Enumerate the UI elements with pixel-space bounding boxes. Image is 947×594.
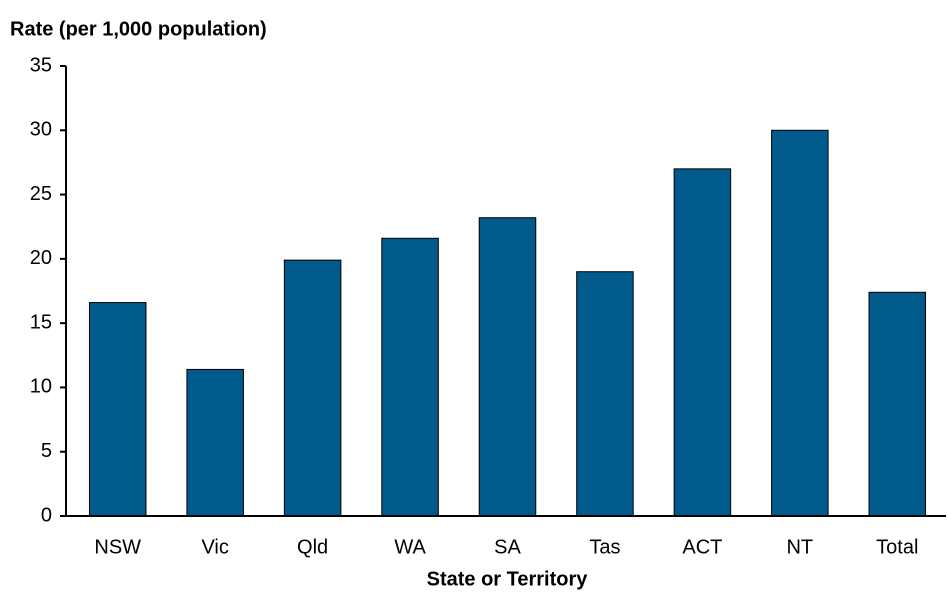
- x-tick-label: ACT: [682, 536, 722, 558]
- y-tick-label: 30: [30, 119, 52, 141]
- bar: [673, 168, 732, 517]
- bar: [478, 217, 537, 517]
- bar: [381, 237, 439, 517]
- y-tick-label: 20: [30, 247, 52, 269]
- bar: [186, 368, 244, 517]
- bar: [576, 271, 634, 517]
- y-axis-label: Rate (per 1,000 population): [10, 18, 267, 40]
- bar: [868, 291, 927, 517]
- bar: [283, 259, 342, 517]
- bar: [88, 302, 147, 517]
- y-tick-label: 5: [41, 440, 52, 462]
- x-axis-label: State or Territory: [427, 568, 589, 590]
- y-tick-label: 15: [30, 311, 52, 333]
- bar: [771, 129, 829, 517]
- x-tick-label: NT: [786, 536, 813, 558]
- x-tick-label: NSW: [94, 536, 141, 558]
- x-tick-label: SA: [494, 536, 521, 558]
- x-tick-label: Vic: [201, 536, 228, 558]
- y-tick-label: 10: [30, 376, 52, 398]
- y-tick-label: 0: [41, 504, 52, 526]
- x-tick-label: Total: [876, 536, 918, 558]
- x-tick-label: WA: [394, 536, 426, 558]
- y-tick-label: 25: [30, 183, 52, 205]
- x-tick-label: Tas: [589, 536, 620, 558]
- x-tick-label: Qld: [297, 536, 328, 558]
- y-tick-label: 35: [30, 54, 52, 76]
